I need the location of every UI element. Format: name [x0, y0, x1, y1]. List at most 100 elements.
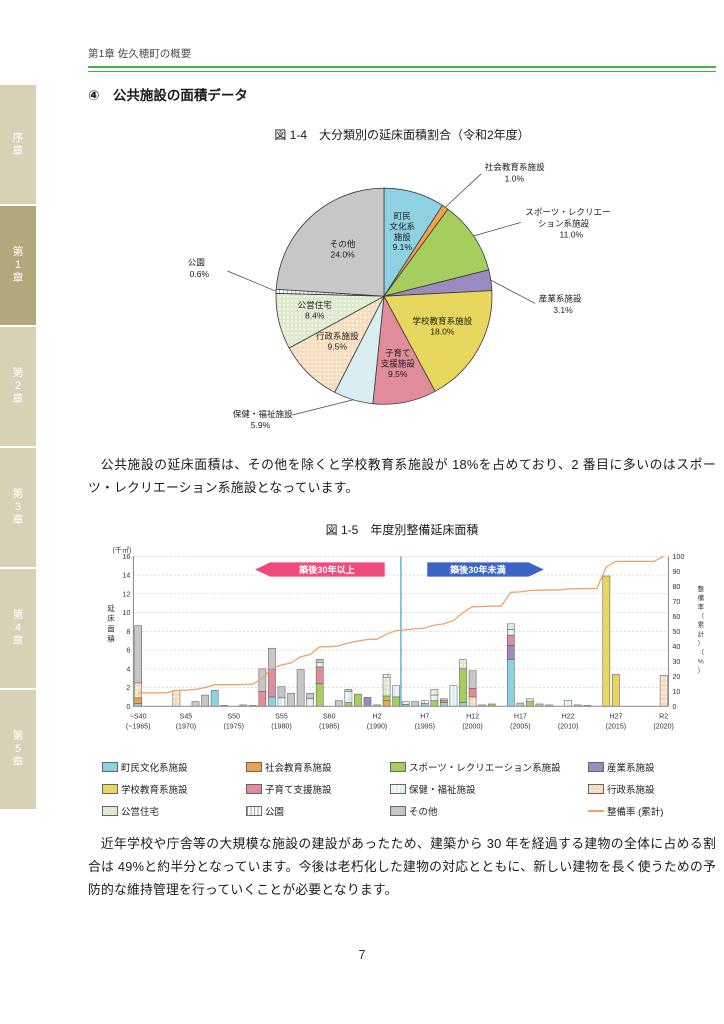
legend-line-swatch: [588, 810, 604, 813]
x-tick-year: (2005): [510, 723, 530, 731]
x-tick-year: (1995): [415, 723, 435, 731]
pie-slice-4: [383, 290, 493, 392]
legend-swatch: [588, 784, 604, 795]
legend-item-0: 町民文化系施設: [102, 760, 246, 774]
banner-over-30yr: [255, 562, 385, 577]
y-left-label: 面: [107, 624, 115, 633]
x-tick-year: (1980): [271, 723, 291, 731]
x-tick-era: S60: [323, 713, 336, 721]
pie-label-5: 9.5%: [388, 369, 408, 379]
pie-label-9: 公園: [188, 258, 205, 268]
svg-text:0: 0: [672, 703, 676, 711]
bar-segment: [459, 659, 467, 670]
legend-swatch: [246, 784, 262, 795]
x-tick-year: (2020): [653, 723, 673, 731]
bar-segment: [268, 669, 276, 698]
y-right-label: %: [698, 659, 704, 666]
page-number: 7: [358, 948, 366, 962]
bar-segment: [459, 668, 467, 703]
bar-segment: [468, 688, 477, 698]
svg-text:60: 60: [672, 613, 680, 621]
legend-item-5: 子育て支援施設: [246, 782, 390, 796]
svg-text:8: 8: [126, 628, 130, 636]
chapter-header: 第1章 佐久穂町の概要: [88, 48, 192, 60]
pie-label-0: 文化系: [389, 221, 415, 232]
svg-text:0: 0: [126, 703, 130, 711]
legend-item-7: 行政系施設: [588, 782, 702, 796]
legend-item-2: スポーツ・レクリエーション系施設: [390, 760, 588, 774]
svg-text:70: 70: [672, 598, 680, 606]
x-tick-era: S45: [180, 713, 193, 721]
bar-segment: [440, 702, 448, 707]
bar-segment: [440, 700, 448, 703]
bar-segment: [382, 700, 391, 707]
paragraph-bar-summary: 近年学校や庁舎等の大規模な施設の建設があったため、建築から 30 年を経過する建…: [88, 836, 716, 898]
bar-segment: [506, 659, 515, 707]
svg-text:50: 50: [672, 628, 680, 636]
cumulative-rate-line: [138, 555, 664, 694]
y-right-label: （: [698, 649, 705, 657]
pie-label-1: 1.0%: [505, 173, 525, 183]
y-right-label: （: [698, 612, 705, 620]
pie-label-0: 施設: [394, 231, 412, 242]
pie-slice-2: [383, 208, 490, 297]
pie-slice-10: [275, 187, 385, 297]
bar-segment: [602, 575, 611, 707]
pie-label-2: スポーツ・レクリエー: [525, 207, 610, 217]
pie-label-6: 保健・福祉施設: [233, 408, 293, 419]
svg-text:20: 20: [672, 673, 680, 681]
legend-swatch: [102, 784, 118, 795]
header-rule: [88, 66, 716, 72]
bar-segment: [306, 698, 314, 707]
x-tick-year: (1990): [367, 723, 387, 731]
bar-segment: [430, 689, 439, 696]
legend-swatch: [102, 806, 118, 817]
bar-segment: [277, 697, 286, 707]
section-heading: ④ 公共施設の面積データ: [88, 88, 248, 103]
pie-label-1: 社会教育系施設: [485, 161, 545, 172]
svg-text:30: 30: [672, 658, 680, 666]
y-left-label: 積: [107, 634, 115, 644]
bar-segment: [354, 693, 362, 707]
bar-segment: [506, 634, 515, 646]
svg-text:40: 40: [672, 643, 680, 651]
bar-segment: [506, 629, 515, 636]
pie-label-6: 5.9%: [251, 420, 271, 430]
x-tick-year: (~1965): [126, 723, 151, 731]
x-tick-year: (2000): [462, 723, 482, 731]
bar-segment: [172, 690, 181, 707]
bar-segment: [459, 702, 467, 707]
y-left-unit: (千㎡): [112, 545, 131, 554]
pie-label-5: 支援施設: [381, 358, 416, 369]
legend-swatch: [588, 762, 604, 773]
figure4-title: 図 1-4 大分類別の延床面積割合（令和2年度）: [274, 128, 530, 142]
bar-segment: [268, 696, 276, 707]
bar-segment: [392, 696, 400, 707]
pie-label-9: 0.6%: [190, 269, 210, 279]
bar-segment: [201, 694, 209, 707]
y-left-label: 延: [107, 603, 115, 613]
bar-segment: [382, 674, 391, 678]
pie-label-3: 産業系施設: [539, 293, 582, 304]
bar-segment: [468, 696, 477, 707]
bar-segment: [191, 701, 200, 707]
pie-label-2: ション系施設: [538, 217, 590, 228]
pie-label-8: 8.4%: [305, 310, 325, 320]
bar-segment: [306, 692, 314, 700]
legend-swatch: [390, 762, 406, 773]
svg-text:4: 4: [126, 665, 130, 673]
legend-swatch: [246, 806, 262, 817]
bar-segment: [335, 700, 343, 707]
bar-segment: [296, 669, 305, 707]
y-right-label: ）: [698, 667, 704, 675]
y-right-label: 累: [698, 621, 704, 629]
bar-segment: [382, 695, 391, 701]
bar-segment: [392, 685, 400, 698]
legend-item-6: 保健・福祉施設: [390, 782, 588, 796]
bar-segment: [315, 683, 324, 707]
svg-text:90: 90: [672, 568, 680, 576]
bar-segment: [401, 701, 410, 705]
sidebar-tab-1: 序章: [0, 85, 36, 204]
bar-segment: [258, 691, 267, 707]
